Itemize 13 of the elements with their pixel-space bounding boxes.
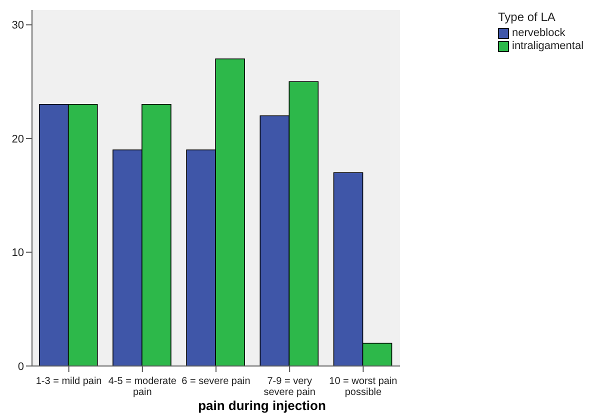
y-tick-label: 10 — [12, 247, 24, 260]
legend-title: Type of LA — [498, 10, 556, 24]
x-tick-label: 1-3 = mild pain — [36, 376, 102, 387]
y-tick-label: 0 — [18, 360, 24, 373]
y-tick-label: 30 — [12, 20, 24, 32]
x-tick-label: 7-9 = very severe pain — [264, 376, 316, 398]
x-axis-title: pain during injection — [197, 398, 327, 413]
legend-label: nerveblock — [511, 27, 566, 39]
x-tick-label: 10 = worst pain possible — [329, 376, 398, 398]
x-tick-label: 6 = severe pain — [182, 376, 250, 387]
y-tick-label: 20 — [12, 133, 24, 146]
legend-label: intraligamental — [511, 40, 585, 52]
x-tick-label: 4-5 = moderate pain — [108, 376, 177, 398]
